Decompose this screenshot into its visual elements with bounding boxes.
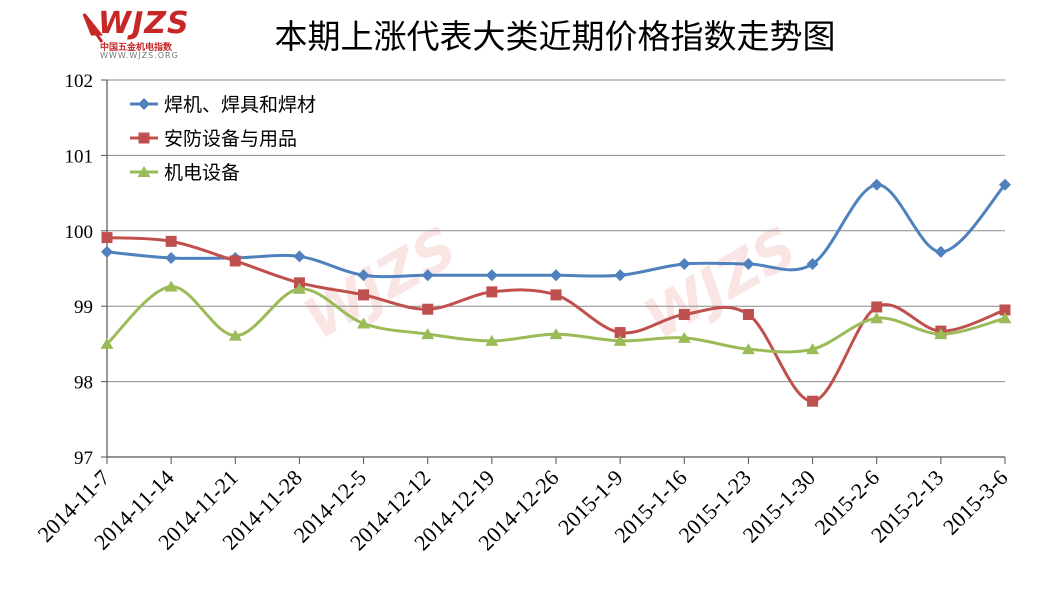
data-point: [549, 328, 563, 340]
data-point: [164, 280, 178, 292]
legend-item: 安防设备与用品: [130, 128, 297, 150]
series-1: [101, 178, 1011, 282]
data-point: [807, 395, 819, 407]
data-point: [614, 327, 626, 339]
legend-label: 安防设备与用品: [164, 128, 297, 150]
logo: WJZS: [98, 6, 190, 41]
data-point: [613, 334, 627, 346]
data-point: [678, 308, 690, 320]
data-point: [999, 178, 1011, 191]
y-tick-label: 97: [74, 448, 93, 469]
data-point: [678, 257, 691, 270]
data-point: [485, 334, 499, 346]
legend-marker: [138, 132, 150, 144]
legend-item: 机电设备: [130, 162, 240, 184]
data-point: [677, 331, 691, 343]
data-point: [806, 343, 820, 355]
data-point: [741, 343, 755, 355]
data-point: [870, 178, 883, 191]
data-point: [934, 245, 947, 258]
data-point: [165, 251, 178, 264]
data-point: [934, 328, 948, 340]
grid-lines: [107, 79, 1005, 383]
series-2: [101, 232, 1011, 407]
series-layer: [100, 178, 1012, 407]
legend-label: 机电设备: [164, 162, 240, 184]
legend-label: 焊机、焊具和焊材: [164, 94, 316, 116]
data-point: [100, 337, 114, 349]
data-point: [293, 277, 305, 289]
data-point: [550, 269, 562, 282]
data-point: [870, 312, 884, 324]
legend-marker: [137, 166, 151, 177]
data-point: [228, 329, 242, 341]
data-point: [806, 257, 819, 270]
y-tick-label: 99: [74, 297, 93, 318]
data-point: [421, 328, 435, 340]
data-point: [421, 269, 434, 282]
x-tick-label: 2015-3-6: [938, 465, 1013, 540]
series-line: [106, 236, 1006, 403]
data-point: [742, 308, 754, 320]
data-point: [422, 303, 434, 315]
series-3: [100, 280, 1012, 355]
data-point: [486, 286, 498, 298]
logo-url: WWW.WJZS.ORG: [100, 51, 179, 60]
data-point: [165, 235, 177, 247]
data-point: [101, 245, 113, 258]
data-point: [229, 255, 241, 267]
data-point: [357, 269, 370, 282]
y-tick-label: 101: [65, 146, 94, 167]
data-point: [614, 269, 627, 282]
data-point: [550, 289, 562, 301]
data-point: [871, 301, 883, 313]
data-point: [998, 312, 1012, 324]
legend-item: 焊机、焊具和焊材: [130, 94, 316, 116]
data-point: [101, 232, 113, 244]
y-tick-label: 100: [65, 222, 94, 243]
y-tick-label: 102: [65, 71, 94, 92]
data-point: [742, 257, 755, 270]
data-point: [293, 250, 306, 263]
data-point: [999, 304, 1011, 316]
data-point: [485, 269, 498, 282]
watermark-logo: WJZS: [294, 215, 468, 353]
legend-marker: [138, 98, 150, 110]
data-point: [357, 317, 371, 329]
watermark-logo: WJZS: [634, 215, 808, 353]
logo-arrow-icon: [82, 13, 104, 43]
watermark-group: WJZS WJZS: [294, 215, 808, 353]
data-point: [358, 289, 370, 301]
logo-subtitle: 中国五金机电指数: [100, 43, 173, 53]
data-point: [292, 282, 306, 294]
y-tick-label: 98: [74, 373, 93, 394]
chart-title: 本期上涨代表大类近期价格指数走势图: [274, 17, 836, 56]
